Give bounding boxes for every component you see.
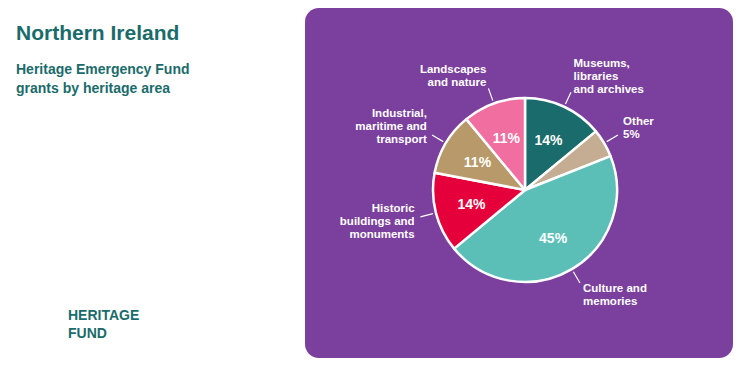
- text-line: Industrial,: [372, 107, 427, 119]
- text-line: memories: [583, 295, 637, 307]
- text-line: Historic: [372, 202, 415, 214]
- text-line: Landscapes: [420, 63, 486, 75]
- leader-line: [420, 214, 433, 217]
- panel-background: [305, 8, 733, 358]
- data-label: 45%: [539, 230, 568, 246]
- text-line: Northern Ireland: [16, 21, 179, 44]
- pie: [433, 98, 617, 282]
- text-line: grants by heritage area: [16, 80, 170, 96]
- data-label: 11%: [464, 154, 492, 170]
- annotation: HERITAGE: [68, 307, 139, 323]
- category-label: Historicbuildings andmonuments: [340, 202, 415, 240]
- labels: 14% Museums,librariesand archives Other5% 4…: [340, 57, 654, 307]
- text-line: Heritage Emergency Fund: [16, 61, 190, 77]
- title: Northern Ireland: [16, 21, 179, 44]
- text-line: libraries: [574, 70, 619, 82]
- category-label: Other5%: [623, 115, 654, 140]
- text-line: maritime and: [355, 120, 427, 132]
- category-label: Industrial,maritime andtransport: [355, 107, 427, 145]
- annotation: FUND: [68, 325, 107, 341]
- data-label: 14%: [458, 196, 487, 212]
- category-label: Landscapesand nature: [420, 63, 486, 88]
- leader-line: [573, 272, 580, 283]
- leader-line: [488, 88, 492, 100]
- leader-line: [432, 135, 443, 142]
- text-line: monuments: [349, 228, 414, 240]
- data-label: 14%: [534, 132, 563, 148]
- text-line: and archives: [574, 83, 644, 95]
- leader-line: [565, 92, 571, 104]
- text-line: buildings and: [340, 215, 415, 227]
- text-line: Culture and: [583, 282, 647, 294]
- data-label: 11%: [493, 130, 521, 146]
- pie-slice: [466, 98, 525, 190]
- leader-line: [607, 135, 618, 142]
- subtitle: Heritage Emergency Fund grants by heritag…: [16, 61, 190, 96]
- text-line: Other: [623, 115, 654, 127]
- category-label: Museums,librariesand archives: [574, 57, 644, 95]
- text-line: 5%: [623, 128, 640, 140]
- category-label: Culture andmemories: [583, 282, 647, 307]
- chart: Northern Ireland Heritage Emergency Fund g…: [0, 0, 740, 370]
- text-line: and nature: [428, 76, 487, 88]
- text-line: Museums,: [574, 57, 630, 69]
- text-line: transport: [376, 133, 427, 145]
